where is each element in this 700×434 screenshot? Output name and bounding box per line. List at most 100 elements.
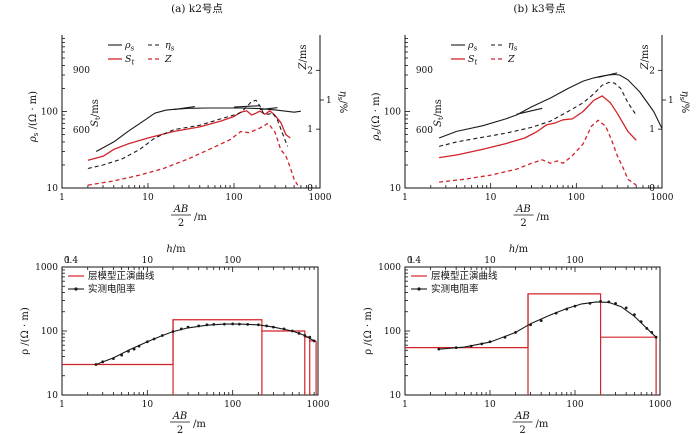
model-curve [405,293,657,349]
measured-point [212,322,216,326]
measured-point [137,344,141,348]
x-axis-unit: /m [193,419,206,430]
legend-measured-marker [417,287,421,291]
st-tick-label: 900 [73,66,90,76]
measured-point [650,331,654,334]
x-axis-unit: /m [537,212,550,223]
y-tick-label: 100 [41,327,58,337]
legend-measured-marker [74,287,78,291]
x-tick-label: 1 [402,400,408,410]
st-axis-label: St/ms [433,99,445,127]
measured-point [503,335,507,339]
eta-axis-label: ηs/% [336,91,348,113]
y-tick-label: 10 [390,391,402,401]
legend-eta-label: ηs [508,40,518,53]
panel-title: (a) k2号点 [171,3,223,15]
h-tick-label: 0.4 [407,256,422,266]
measured-point [588,301,592,305]
measured-point [265,324,269,328]
series-st-line [87,110,291,161]
fit-curve [95,323,315,366]
rho-axis-label: ρs/(Ω · m) [371,92,383,141]
x-axis-label-numerator: AB [514,411,530,422]
h-axis-label: h/m [166,244,186,255]
measured-point [554,311,558,315]
legend-rho-label: ρs [467,40,478,53]
z-tick-label: 2 [649,66,655,76]
fit-curve [438,301,657,350]
legend-model-label: 层模型正演曲线 [88,270,155,282]
y-tick-label: 10 [47,184,59,194]
measured-point [654,335,658,339]
measured-point [271,325,275,329]
x-axis-label-denominator: 2 [177,425,183,434]
measured-point [454,346,458,350]
measured-point [308,335,312,339]
measured-point [624,306,628,310]
eta-tick-label: 1 [326,96,332,106]
measured-point [469,344,473,348]
measured-point [607,300,611,304]
y-tick-label: 10 [47,391,59,401]
measured-point [186,325,190,329]
series-rho-s-segment-line [598,72,618,78]
series-eta-s-line [438,81,637,147]
z-tick-label: 1 [649,125,655,135]
measured-point [160,334,164,337]
measured-point [231,322,235,326]
measured-point [94,363,98,366]
h-tick-label: 100 [224,256,241,266]
measured-point [132,347,136,351]
measured-point [599,300,602,303]
legend-measured-label: 实测电阻率 [431,283,479,295]
x-tick-label: 1000 [309,193,332,203]
eta-tick-label: 1 [668,96,674,106]
series-rho-s-segment-line [173,106,195,111]
eta-axis-label: ηs/% [678,91,690,113]
measured-point [120,353,124,357]
y-tick-label: 10 [390,184,402,194]
series-st-line [439,95,637,159]
z-tick-label: 2 [307,66,313,76]
x-tick-label: 100 [568,193,585,203]
st-axis-label: St/ms [90,99,102,127]
measured-point [282,327,286,331]
x-tick-label: 100 [224,400,241,410]
legend-z-label: Z [164,54,172,65]
rho-axis-label: ρ /(Ω · m) [20,307,31,355]
st-tick-label: 600 [73,126,90,136]
measured-point [179,327,183,331]
measured-point [639,320,643,324]
measured-point [145,340,149,344]
h-tick-label: 0.4 [64,256,79,266]
measured-point [171,330,175,333]
measured-point [645,326,649,330]
x-tick-label: 10 [485,193,497,203]
measured-point [101,360,105,364]
x-tick-label: 100 [225,193,242,203]
st-tick-label: 600 [416,126,433,136]
x-axis-label-denominator: 2 [520,218,526,229]
x-axis-label-denominator: 2 [519,425,525,434]
x-tick-label: 100 [566,400,583,410]
z-axis-label: Z/ms [640,45,651,71]
legend-measured-label: 实测电阻率 [88,283,136,295]
measured-point [297,331,301,335]
x-tick-label: 10 [142,400,154,410]
measured-point [488,340,492,344]
series-rho-s-line [95,107,301,152]
series-z-line [87,122,299,186]
measured-point [480,342,484,346]
panel-title: (b) k3号点 [513,3,565,15]
x-tick-label: 1000 [651,193,674,203]
y-tick-label: 100 [41,108,58,118]
measured-point [111,357,115,361]
legend-z-label: Z [507,54,515,65]
series-z-line [439,119,637,186]
measured-point [614,301,617,305]
x-tick-label: 1000 [307,400,330,410]
measured-point [290,329,294,333]
legend-eta-label: ηs [165,40,175,53]
legend-rho-label: ρs [124,40,135,53]
